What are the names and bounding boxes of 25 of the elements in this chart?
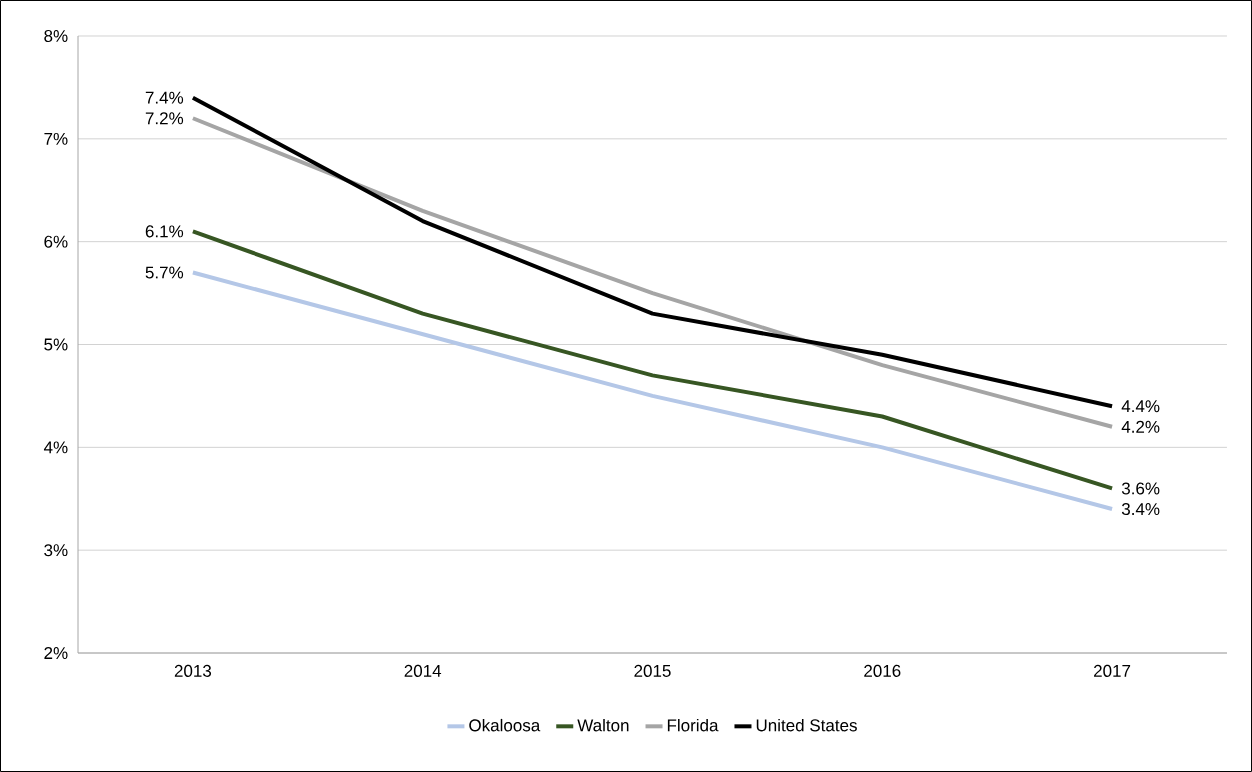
y-tick-label: 4% (43, 441, 68, 454)
data-label: 7.2% (145, 112, 184, 125)
line-series (190, 229, 1115, 491)
data-label: 4.2% (1121, 420, 1160, 433)
y-tick-label: 7% (44, 132, 68, 145)
y-tick-label: 8% (44, 29, 68, 43)
legend-label: Okaloosa (469, 718, 541, 732)
legend-label: Florida (667, 718, 719, 732)
x-tick-label: 2015 (634, 664, 671, 677)
data-label: 3.4% (1121, 503, 1160, 516)
y-tick-label: 6% (44, 235, 68, 248)
y-tick-label: 3% (44, 544, 68, 557)
data-label: 6.1% (145, 225, 184, 238)
data-label: 3.6% (1121, 482, 1160, 495)
y-tick-label: 5% (44, 338, 68, 351)
x-tick-label: 2014 (404, 664, 442, 677)
x-tick-label: 2016 (864, 664, 901, 677)
x-tick-label: 2017 (1094, 664, 1131, 677)
data-label: 4.4% (1121, 400, 1160, 413)
data-label: 5.7% (145, 266, 184, 279)
x-tick-label: 2013 (174, 664, 212, 677)
legend-label: United States (756, 718, 857, 732)
legend-label: Walton (577, 718, 629, 732)
y-tick-label: 2% (44, 647, 68, 659)
data-label: 7.4% (145, 91, 184, 104)
